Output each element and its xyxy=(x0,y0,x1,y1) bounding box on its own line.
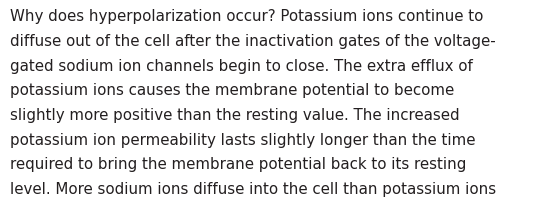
Text: level. More sodium ions diffuse into the cell than potassium ions: level. More sodium ions diffuse into the… xyxy=(10,182,496,197)
Text: Why does hyperpolarization occur? Potassium ions continue to: Why does hyperpolarization occur? Potass… xyxy=(10,9,483,24)
Text: diffuse out of the cell after the inactivation gates of the voltage-: diffuse out of the cell after the inacti… xyxy=(10,34,496,49)
Text: potassium ions causes the membrane potential to become: potassium ions causes the membrane poten… xyxy=(10,83,454,98)
Text: potassium ion permeability lasts slightly longer than the time: potassium ion permeability lasts slightl… xyxy=(10,133,475,148)
Text: required to bring the membrane potential back to its resting: required to bring the membrane potential… xyxy=(10,157,466,172)
Text: slightly more positive than the resting value. The increased: slightly more positive than the resting … xyxy=(10,108,460,123)
Text: gated sodium ion channels begin to close. The extra efflux of: gated sodium ion channels begin to close… xyxy=(10,59,473,74)
